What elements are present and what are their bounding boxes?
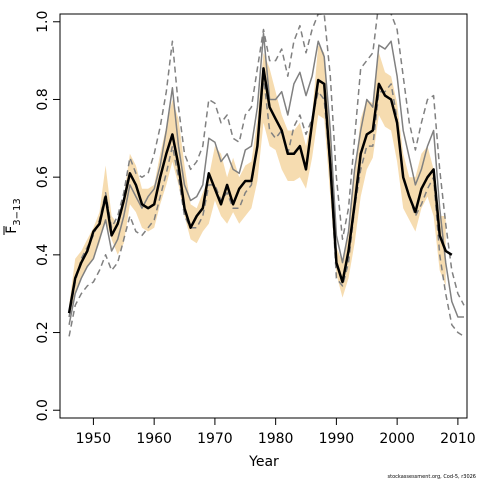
y-axis-title-base: F bbox=[4, 226, 20, 234]
x-tick-label: 2000 bbox=[379, 431, 415, 447]
comparison-upper-bound-line bbox=[68, 14, 465, 318]
credit-text: stockassessment.org, Cod-5, r3026 bbox=[388, 474, 476, 480]
y-tick-label: 0.8 bbox=[35, 88, 51, 110]
y-tick-label: 0.0 bbox=[35, 399, 51, 421]
x-axis: 1950 1960 1970 1980 1990 2000 2010 bbox=[76, 417, 476, 447]
y-axis: 0.0 0.2 0.4 0.6 0.8 1.0 bbox=[35, 11, 61, 421]
comparison-line bbox=[68, 32, 464, 325]
x-axis-title: Year bbox=[248, 454, 279, 470]
confidence-band-layer bbox=[69, 45, 446, 317]
confidence-band bbox=[69, 45, 446, 317]
comparison-lower-bound-line bbox=[68, 75, 465, 338]
main-estimate-line bbox=[67, 67, 453, 314]
series-lines-layer bbox=[67, 14, 465, 338]
y-tick-label: 0.4 bbox=[35, 244, 51, 266]
x-tick-label: 2010 bbox=[440, 431, 476, 447]
y-tick-label: 0.2 bbox=[35, 321, 51, 343]
y-axis-title: F3−13 bbox=[3, 198, 23, 235]
y-tick-label: 0.6 bbox=[35, 166, 51, 188]
x-tick-label: 1970 bbox=[197, 431, 233, 447]
x-tick-label: 1950 bbox=[76, 431, 112, 447]
x-tick-label: 1980 bbox=[258, 431, 294, 447]
y-axis-title-subscript: 3−13 bbox=[12, 198, 23, 225]
svg-text:F3−13: F3−13 bbox=[4, 198, 23, 234]
y-tick-label: 1.0 bbox=[35, 11, 51, 33]
x-tick-label: 1990 bbox=[319, 431, 355, 447]
x-tick-label: 1960 bbox=[136, 431, 172, 447]
